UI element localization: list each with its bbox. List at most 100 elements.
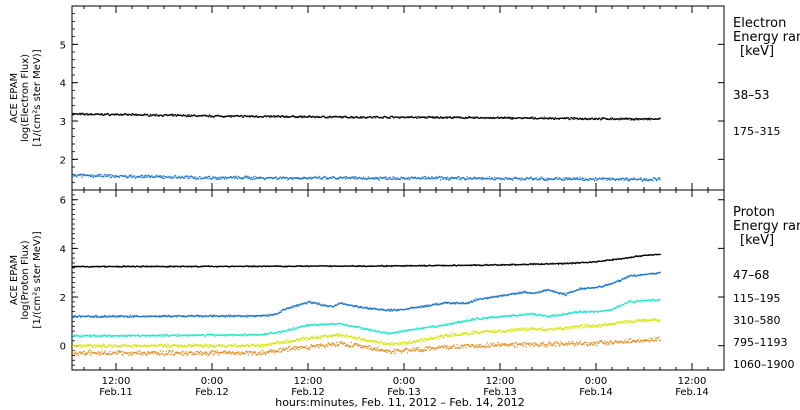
electron-data-point [630,178,632,180]
proton-data-point [197,343,199,346]
proton-data-point [486,330,488,332]
electron-data-point [166,114,168,116]
proton-data-point [175,344,177,346]
electron-data-point [551,117,553,119]
proton-data-point [658,298,660,301]
electron-data-point [580,118,582,120]
proton-data-point [290,329,293,331]
electron-data-point [77,174,80,176]
proton-data-point [167,265,169,268]
electron-data-point [589,178,591,180]
proton-data-point [547,316,550,318]
proton-data-point [177,265,180,268]
proton-data-point [559,292,561,294]
proton-data-point [288,328,290,330]
proton-data-point [545,263,547,265]
proton-data-point [604,309,607,311]
electron-data-point [174,174,176,177]
proton-data-point [124,335,126,338]
proton-data-point [185,265,187,268]
proton-data-point [118,266,121,268]
electron-data-point [521,118,523,120]
proton-data-point [634,275,636,277]
electron-data-point [85,174,87,176]
electron-data-point [256,116,258,118]
proton-data-point [255,265,257,268]
proton-data-point [187,314,190,317]
proton-data-point [287,265,289,267]
proton-data-point [156,335,158,337]
proton-data-point [136,344,138,346]
proton-data-point [523,329,525,331]
proton-data-point [443,301,445,304]
proton-data-point [207,315,209,317]
proton-data-point [94,344,96,346]
proton-data-point [252,334,254,336]
proton-data-point [288,307,290,310]
electron-data-point [602,178,604,180]
electron-data-point [482,178,484,180]
electron-data-point [384,116,386,118]
proton-data-point [491,296,494,298]
proton-data-point [262,265,264,267]
proton-data-point [450,265,452,267]
electron-data-point [269,177,271,179]
proton-data-point [315,265,317,267]
electron-data-point [591,117,593,119]
electron-data-point [648,117,650,119]
electron-data-point [485,116,487,119]
proton-data-point [502,314,504,317]
proton-data-point [537,315,540,317]
proton-data-point [477,332,479,334]
proton-data-point [494,295,496,297]
proton-data-point [514,293,517,295]
proton-data-point [217,265,219,267]
proton-data-point [143,344,145,346]
proton-data-point [170,265,172,267]
electron-data-point [175,177,177,179]
proton-data-point [182,265,185,267]
proton-data-point [506,329,509,332]
electron-data-point [171,114,173,117]
proton-data-point [365,265,367,268]
proton-data-point [118,335,120,337]
electron-data-point [378,116,380,118]
proton-data-point [359,306,361,308]
electron-data-point [336,115,338,117]
proton-data-point [157,265,159,267]
proton-data-point [222,314,224,317]
proton-data-point [388,332,391,334]
proton-data-point [195,334,197,336]
electron-data-point [652,180,654,182]
proton-data-point [385,332,388,334]
electron-data-point [208,116,210,118]
proton-data-point [431,336,433,339]
proton-data-point [100,315,102,317]
electron-data-point [217,177,219,179]
proton-data-point [112,335,114,337]
proton-data-point [417,265,419,267]
electron-data-point [280,115,283,117]
proton-data-point [356,265,358,267]
proton-data-point [272,343,274,345]
proton-data-point [416,306,419,308]
electron-data-point [500,178,502,181]
proton-data-point [437,325,440,327]
electron-data-point [619,117,621,119]
proton-data-point [492,264,494,266]
proton-data-point [160,316,162,318]
electron-data-point [531,117,533,119]
proton-data-point [602,309,604,311]
proton-data-point [536,329,538,331]
proton-data-point [656,253,658,256]
proton-data-point [81,315,83,317]
proton-data-point [591,311,593,313]
proton-data-point [219,265,221,267]
proton-data-point [483,317,485,319]
proton-data-point [630,301,632,303]
proton-data-point [221,315,224,317]
electron-data-point [594,118,596,120]
proton-data-point [154,344,156,346]
proton-data-point [197,334,199,336]
electron-data-point [327,116,329,118]
